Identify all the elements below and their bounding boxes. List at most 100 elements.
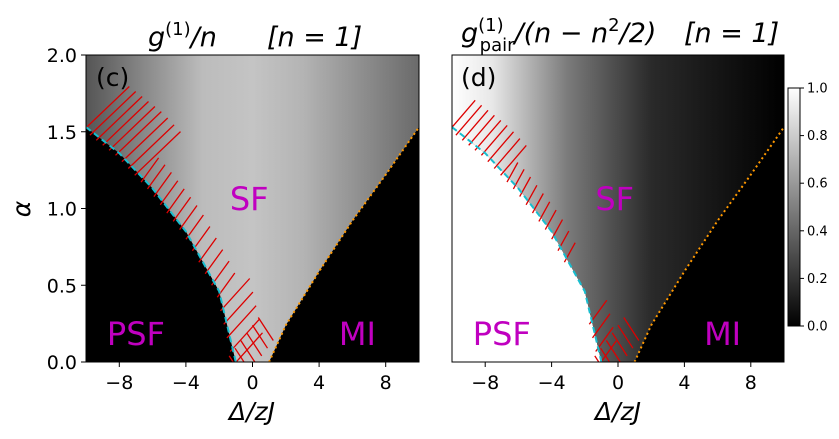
colorbar-tick-label: 0.2 <box>807 272 828 287</box>
panel-d-psf-sf-boundary <box>452 126 603 362</box>
title-c-rest: /n <box>189 22 217 53</box>
title-c-sup: (1) <box>165 19 191 40</box>
title-d-rest2: /2) <box>618 18 657 49</box>
hatch-line <box>591 313 611 339</box>
x-tick-label: −4 <box>538 372 566 394</box>
hatch-line <box>121 117 169 163</box>
x-tick-label: −8 <box>471 372 499 394</box>
hatch-line <box>512 168 525 190</box>
hatch-line <box>257 317 274 341</box>
colorbar-gradient <box>787 87 801 327</box>
hatch-line <box>531 193 544 214</box>
x-tick-label: 4 <box>678 372 690 394</box>
hatch-line <box>198 237 217 263</box>
panel-c-region-psf: PSF <box>107 315 165 353</box>
colorbar-tick-label: 0.0 <box>807 320 828 335</box>
hatch-line <box>226 305 257 339</box>
hatch-line <box>166 188 185 214</box>
title-d-main: g <box>461 18 478 49</box>
x-tick-label: 4 <box>313 372 325 394</box>
hatch-line <box>468 114 495 146</box>
hatch-line <box>623 317 640 341</box>
title-d-sup2: 2 <box>608 15 619 36</box>
hatch-line <box>220 278 251 312</box>
panel-c-y-axis: 0.0 0.5 1.0 1.5 2.0 <box>47 45 86 374</box>
hatch-line <box>235 332 263 362</box>
hatch-line <box>251 324 269 349</box>
panel-d-title: g(1) pair/(n − n2/2) [n = 1] <box>461 15 779 56</box>
panel-d-x-axis: −8 −4 0 4 8 <box>471 362 757 394</box>
panel-c-hatch <box>86 86 274 362</box>
colorbar-tick-label: 0.4 <box>807 224 828 239</box>
hatch-line <box>172 196 192 222</box>
colorbar-tick-label: 0.8 <box>807 129 828 144</box>
colorbar-tick-label: 0.6 <box>807 177 828 192</box>
y-tick-label: 1.0 <box>47 199 77 221</box>
x-tick-label: −4 <box>172 372 200 394</box>
panel-c-region-mi: MI <box>339 315 376 353</box>
hatch-line <box>179 205 198 230</box>
hatch-line <box>480 124 508 156</box>
hatch-line <box>127 124 175 169</box>
panel-c-x-axis: −8 −4 0 4 8 <box>105 362 392 394</box>
hatch-line <box>544 209 557 230</box>
hatch-line <box>493 138 521 169</box>
panel-d-sf-mi-boundary <box>633 126 784 362</box>
x-tick-label: 8 <box>380 372 392 394</box>
title-d-rest: /(n − n <box>513 18 609 49</box>
panel-d-sf-region <box>452 55 784 362</box>
hatch-line <box>223 291 254 325</box>
panel-d-xlabel: Δ/zJ <box>593 397 641 426</box>
colorbar-tick-label: 1.0 <box>807 82 828 97</box>
hatch-line <box>246 332 263 357</box>
hatch-line <box>594 355 600 362</box>
x-tick-label: 8 <box>745 372 757 394</box>
hatch-line <box>605 340 622 362</box>
colorbar: 0.0 0.2 0.4 0.6 0.8 1.0 <box>787 82 828 335</box>
title-c-bracket: [n = 1] <box>267 22 362 53</box>
title-d-sup: (1) <box>478 15 504 36</box>
hatch-line <box>519 176 532 197</box>
y-tick-label: 0.5 <box>47 275 77 297</box>
panel-c-psf-sf-boundary <box>86 126 237 362</box>
hatch-line <box>146 164 166 190</box>
title-d-bracket: [n = 1] <box>684 18 779 49</box>
panel-c-tag: (c) <box>96 63 129 92</box>
panel-d-region-sf: SF <box>595 180 634 218</box>
panel-d: (d) SF PSF MI −8 −4 0 4 8 Δ/zJ g(1) pair/(n −… <box>451 15 785 426</box>
hatch-line <box>474 119 502 151</box>
hatch-line <box>551 219 564 240</box>
x-tick-label: 0 <box>246 372 258 394</box>
panel-c-sf-mi-boundary <box>268 126 419 362</box>
x-tick-label: 0 <box>612 372 624 394</box>
panel-c-sf-region <box>86 55 419 362</box>
panel-c-title: g(1)/n [n = 1] <box>148 19 362 53</box>
hatch-line <box>452 99 476 129</box>
hatch-line <box>617 324 634 349</box>
hatch-line <box>134 131 181 176</box>
colorbar-ticks: 0.0 0.2 0.4 0.6 0.8 1.0 <box>800 82 828 335</box>
hatch-line <box>563 242 576 263</box>
panel-d-region-mi: MI <box>704 315 741 353</box>
hatch-line <box>89 91 137 136</box>
panel-d-region-psf: PSF <box>473 315 531 353</box>
panel-d-tag: (d) <box>461 63 496 92</box>
hatch-line <box>538 201 551 222</box>
hatch-line <box>95 96 143 141</box>
hatch-line <box>86 86 130 129</box>
hatch-line <box>102 101 149 146</box>
hatch-line <box>108 106 156 151</box>
hatch-line <box>525 184 538 206</box>
hatch-line <box>153 172 172 197</box>
y-tick-label: 0.0 <box>47 352 77 374</box>
hatch-line <box>159 180 179 206</box>
x-tick-label: −8 <box>105 372 133 394</box>
title-c-main: g <box>148 22 165 53</box>
hatch-line <box>140 157 160 183</box>
hatch-line <box>229 318 260 352</box>
hatch-line <box>228 355 234 362</box>
hatch-line <box>115 111 162 156</box>
hatch-line <box>611 332 628 357</box>
hatch-line <box>461 109 489 141</box>
